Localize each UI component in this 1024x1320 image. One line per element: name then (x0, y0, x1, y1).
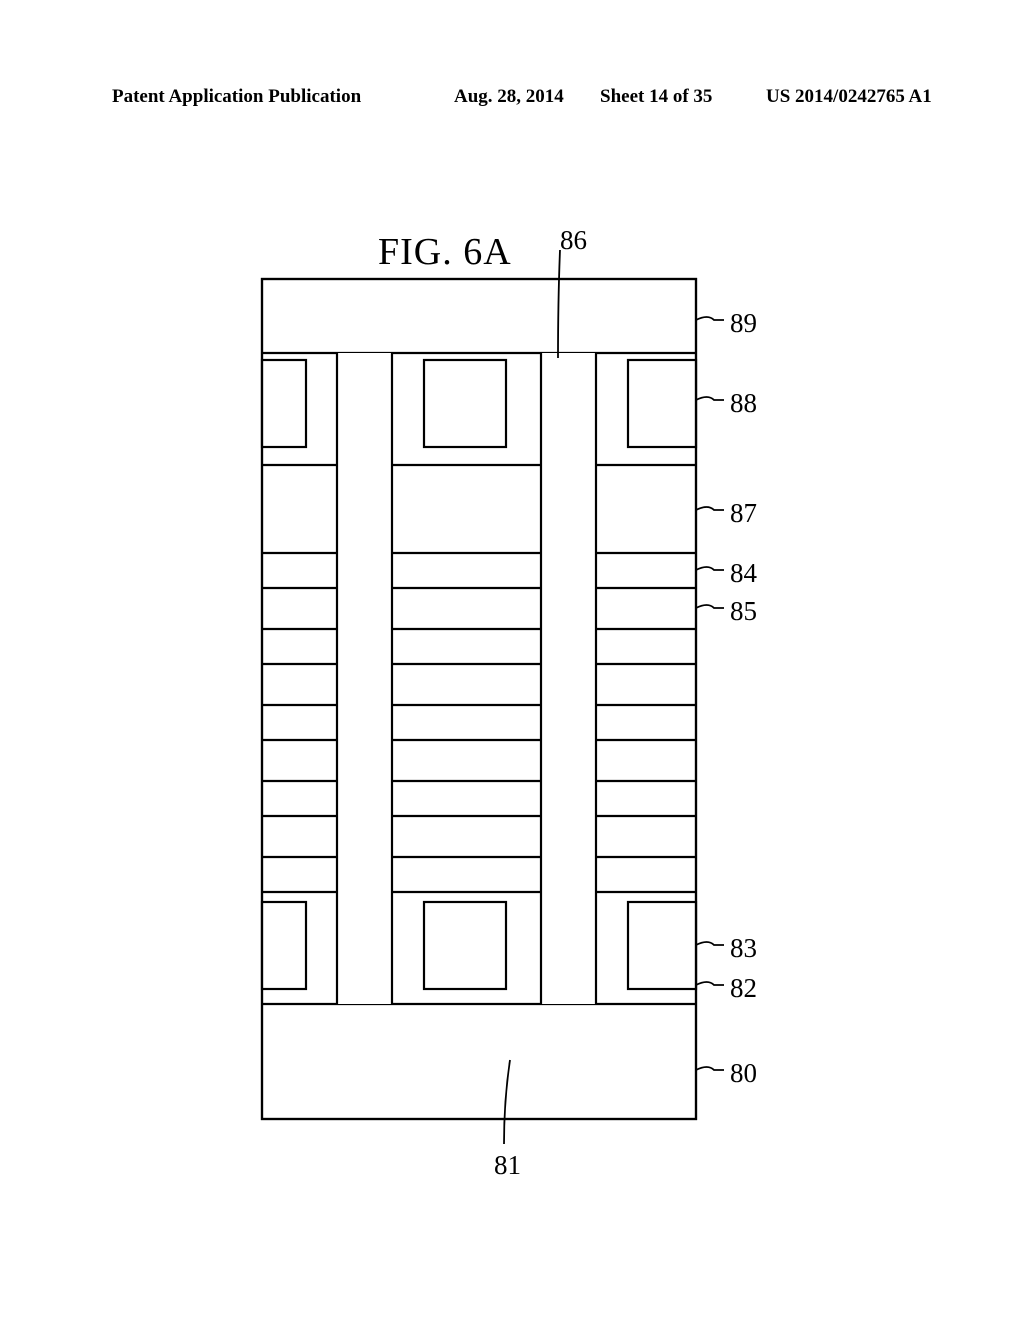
ref-label-88: 88 (730, 388, 757, 419)
ref-label-81: 81 (494, 1150, 521, 1181)
ref-label-83: 83 (730, 933, 757, 964)
ref-label-84: 84 (730, 558, 757, 589)
ref-label-87: 87 (730, 498, 757, 529)
ref-label-82: 82 (730, 973, 757, 1004)
figure-diagram (0, 0, 1024, 1320)
ref-label-89: 89 (730, 308, 757, 339)
ref-label-86: 86 (560, 225, 587, 256)
ref-label-80: 80 (730, 1058, 757, 1089)
ref-label-85: 85 (730, 596, 757, 627)
